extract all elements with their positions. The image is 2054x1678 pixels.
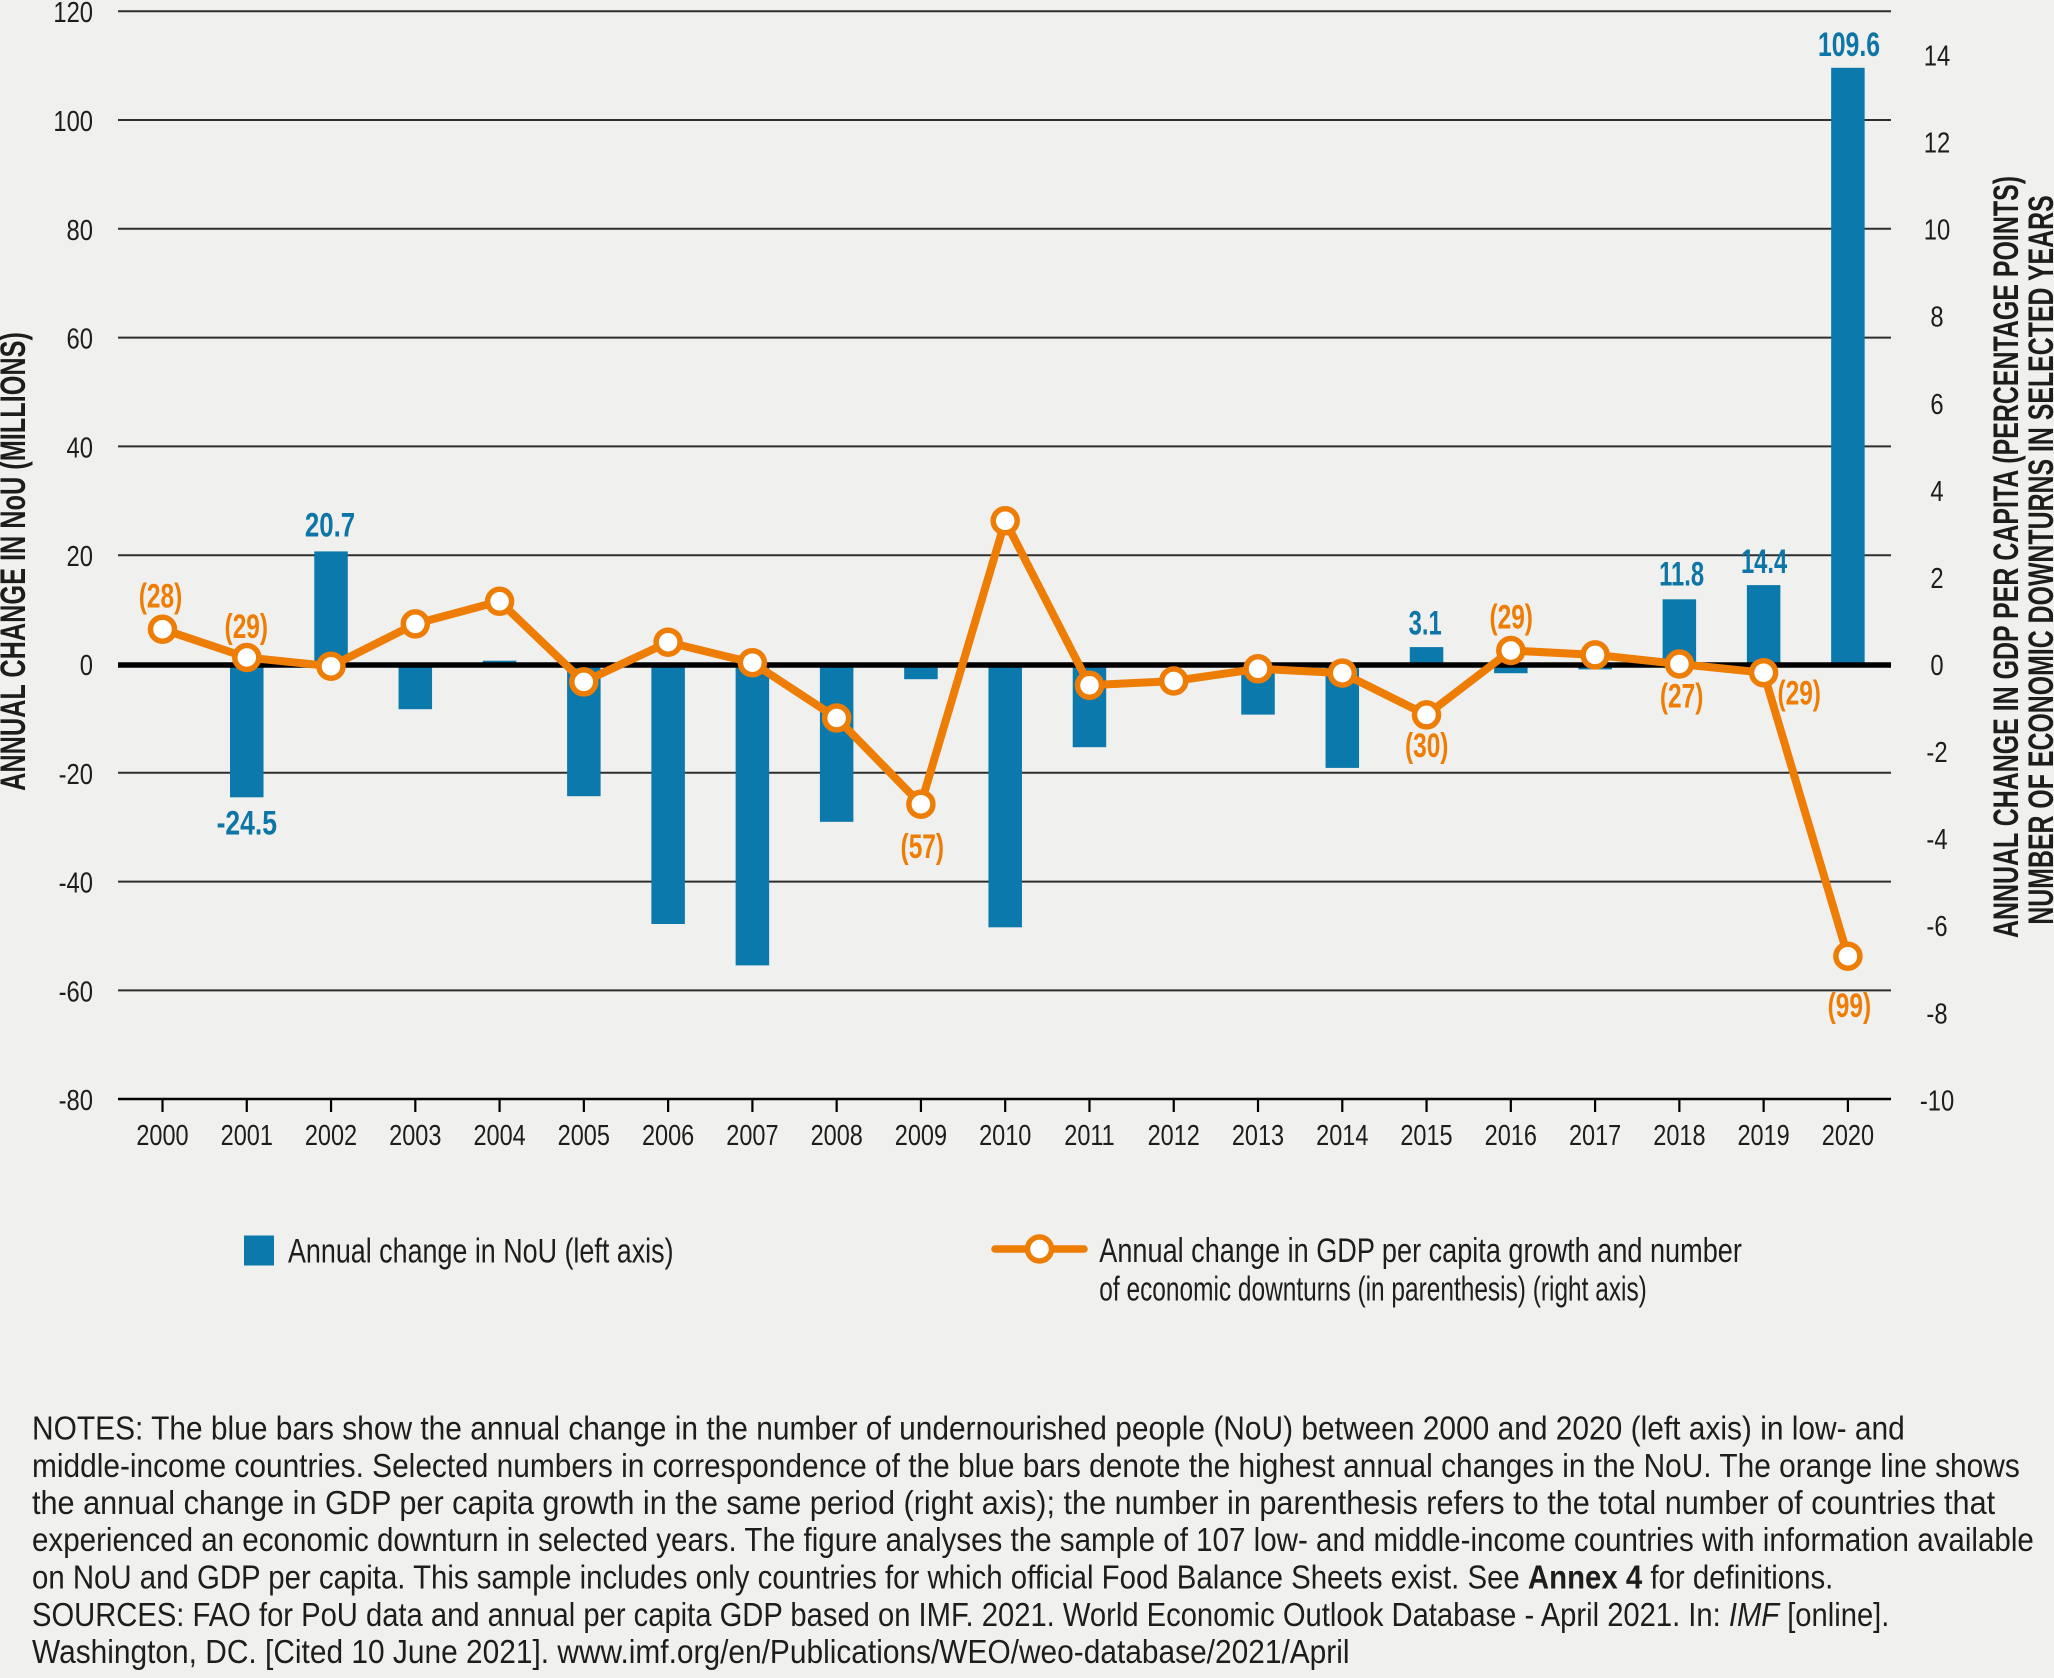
svg-text:(99): (99) — [1828, 987, 1872, 1025]
svg-text:(27): (27) — [1660, 678, 1704, 716]
svg-text:120: 120 — [53, 0, 93, 29]
svg-text:60: 60 — [67, 322, 93, 355]
svg-text:-80: -80 — [59, 1084, 93, 1117]
svg-text:-24.5: -24.5 — [217, 804, 277, 842]
svg-text:2001: 2001 — [221, 1119, 273, 1152]
svg-text:of economic downturns (in pare: of economic downturns (in parenthesis) (… — [1099, 1271, 1647, 1309]
svg-text:2008: 2008 — [811, 1119, 863, 1152]
svg-text:0: 0 — [1930, 649, 1943, 682]
svg-text:Annual change in NoU (left axi: Annual change in NoU (left axis) — [288, 1233, 674, 1271]
svg-text:2019: 2019 — [1737, 1119, 1789, 1152]
svg-text:ANNUAL CHANGE IN GDP PER CAPIT: ANNUAL CHANGE IN GDP PER CAPITA (PERCENT… — [1987, 176, 2026, 938]
svg-text:3.1: 3.1 — [1409, 604, 1442, 642]
svg-text:2000: 2000 — [136, 1119, 188, 1152]
svg-text:12: 12 — [1924, 126, 1950, 159]
svg-text:2020: 2020 — [1822, 1119, 1874, 1152]
svg-text:-4: -4 — [1926, 823, 1947, 856]
svg-text:0: 0 — [80, 649, 93, 682]
svg-text:NOTES: The blue bars show the: NOTES: The blue bars show the annual cha… — [32, 1409, 1905, 1447]
svg-text:experienced an economic downtu: experienced an economic downturn in sele… — [32, 1520, 2034, 1558]
svg-text:2011: 2011 — [1064, 1119, 1114, 1152]
svg-text:109.6: 109.6 — [1818, 26, 1880, 64]
svg-text:-60: -60 — [59, 975, 93, 1008]
svg-text:(29): (29) — [1489, 599, 1533, 637]
svg-text:2013: 2013 — [1232, 1119, 1284, 1152]
svg-text:14: 14 — [1924, 39, 1950, 72]
svg-text:-6: -6 — [1926, 910, 1947, 943]
svg-text:2: 2 — [1930, 562, 1943, 595]
svg-text:40: 40 — [67, 431, 93, 464]
svg-text:NUMBER OF ECONOMIC DOWNTURNS I: NUMBER OF ECONOMIC DOWNTURNS IN SELECTED… — [2023, 195, 2054, 924]
svg-text:-20: -20 — [59, 758, 93, 791]
svg-text:2003: 2003 — [389, 1119, 441, 1152]
svg-text:Washington, DC. [Cited 10 June: Washington, DC. [Cited 10 June 2021]. ww… — [32, 1632, 1350, 1670]
svg-text:-8: -8 — [1926, 997, 1947, 1030]
svg-text:2009: 2009 — [895, 1119, 947, 1152]
svg-text:-2: -2 — [1926, 736, 1947, 769]
svg-text:8: 8 — [1930, 300, 1943, 333]
svg-text:20: 20 — [67, 540, 93, 573]
svg-text:(28): (28) — [139, 578, 183, 616]
svg-text:2005: 2005 — [558, 1119, 610, 1152]
svg-text:2007: 2007 — [726, 1119, 778, 1152]
svg-text:2010: 2010 — [979, 1119, 1031, 1152]
svg-text:100: 100 — [53, 105, 93, 138]
svg-text:4: 4 — [1930, 475, 1943, 508]
svg-text:2018: 2018 — [1653, 1119, 1705, 1152]
svg-text:2017: 2017 — [1569, 1119, 1621, 1152]
svg-text:2006: 2006 — [642, 1119, 694, 1152]
svg-text:ANNUAL CHANGE IN NoU (MILLIONS: ANNUAL CHANGE IN NoU (MILLIONS) — [0, 332, 33, 791]
svg-text:on NoU and GDP per capita. Thi: on NoU and GDP per capita. This sample i… — [32, 1558, 1833, 1596]
svg-text:(29): (29) — [225, 608, 269, 646]
svg-text:(29): (29) — [1777, 675, 1821, 713]
svg-text:80: 80 — [67, 214, 93, 247]
svg-text:10: 10 — [1924, 213, 1950, 246]
svg-text:14.4: 14.4 — [1741, 543, 1788, 581]
svg-text:2016: 2016 — [1485, 1119, 1537, 1152]
svg-text:6: 6 — [1930, 388, 1943, 421]
svg-text:middle-income countries. Selec: middle-income countries. Selected number… — [32, 1446, 2020, 1484]
svg-text:SOURCES: FAO for PoU data and: SOURCES: FAO for PoU data and annual per… — [32, 1596, 1889, 1633]
svg-text:(30): (30) — [1405, 727, 1449, 765]
svg-text:2015: 2015 — [1400, 1119, 1452, 1152]
svg-text:11.8: 11.8 — [1659, 555, 1704, 593]
svg-text:20.7: 20.7 — [305, 507, 355, 544]
svg-text:2014: 2014 — [1316, 1119, 1368, 1152]
svg-text:2004: 2004 — [473, 1119, 525, 1152]
svg-text:-40: -40 — [59, 866, 93, 899]
svg-text:2002: 2002 — [305, 1119, 357, 1152]
svg-text:Annual change in GDP per capit: Annual change in GDP per capita growth a… — [1099, 1231, 1742, 1270]
svg-text:the annual change in GDP per c: the annual change in GDP per capita grow… — [32, 1484, 1995, 1522]
svg-text:2012: 2012 — [1148, 1119, 1200, 1152]
svg-text:-10: -10 — [1920, 1084, 1954, 1117]
svg-text:(57): (57) — [901, 828, 945, 866]
